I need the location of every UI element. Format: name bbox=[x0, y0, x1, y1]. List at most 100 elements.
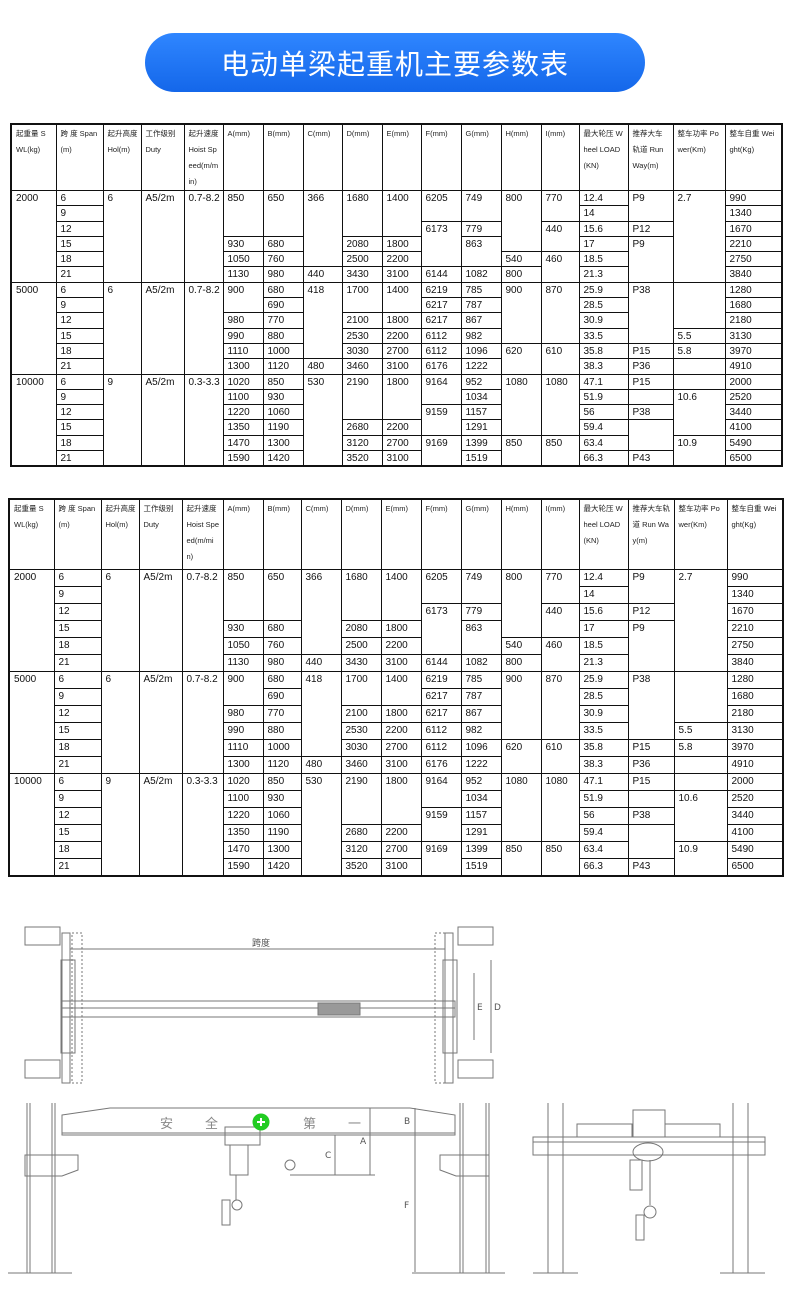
cell-c: 366 bbox=[302, 189, 343, 268]
table-row: 5000 6 6 A5/2m 0.7-8.2 900 680 418 1700 1400 6219 7… bbox=[8, 671, 784, 774]
cell-runway: P9 bbox=[627, 569, 675, 604]
cell-b: 930 bbox=[262, 388, 304, 406]
cell-wheel-load: 56 bbox=[578, 404, 629, 421]
cell-i: 1080 bbox=[540, 773, 580, 842]
table-row: 21 1590 1420 3520 3100 1519 66.3 P43 6500 bbox=[9, 858, 784, 877]
cell-g: 779 bbox=[460, 603, 502, 621]
cell-wheel-load: 47.1 bbox=[578, 373, 629, 390]
cell-weight: 4100 bbox=[726, 824, 784, 842]
cell-f: 6144 bbox=[420, 654, 462, 672]
cell-wheel-load: 21.3 bbox=[578, 266, 629, 283]
cell-weight: 4100 bbox=[724, 419, 783, 436]
header-g: G(mm) bbox=[460, 123, 502, 191]
cell-wheel-load: 66.3 bbox=[578, 450, 629, 467]
cell-wheel-load: 14 bbox=[578, 586, 629, 604]
cell-span: 18 bbox=[55, 434, 104, 452]
cell-f: 9164 bbox=[420, 373, 462, 406]
cell-swl: 10000 bbox=[10, 373, 57, 467]
cell-weight: 1340 bbox=[726, 586, 784, 604]
cell-hol: 6 bbox=[100, 569, 140, 672]
cell-i: 870 bbox=[540, 671, 580, 740]
header-f: F(mm) bbox=[420, 123, 462, 191]
cell-g: 1222 bbox=[460, 358, 502, 375]
cell-f: 6173 bbox=[420, 220, 462, 268]
cell-weight: 3970 bbox=[724, 342, 783, 360]
cell-span: 15 bbox=[53, 722, 102, 740]
cell-speed: 0.3-3.3 bbox=[181, 773, 224, 877]
header-d: D(mm) bbox=[341, 123, 383, 191]
cell-swl: 5000 bbox=[10, 281, 57, 375]
cell-power: 5.5 bbox=[673, 722, 728, 740]
cell-weight: 990 bbox=[724, 189, 783, 207]
cell-d: 3030 bbox=[341, 342, 383, 360]
cell-wheel-load: 15.6 bbox=[578, 220, 629, 237]
cell-weight: 3440 bbox=[726, 807, 784, 825]
cell-span: 21 bbox=[55, 450, 104, 467]
cell-d: 2500 bbox=[341, 251, 383, 268]
cell-i: 610 bbox=[540, 739, 580, 774]
cell-b: 1120 bbox=[262, 756, 302, 774]
cell-wheel-load: 35.8 bbox=[578, 739, 629, 757]
cell-d: 1700 bbox=[341, 281, 383, 314]
cell-a: 850 bbox=[222, 190, 264, 237]
cell-f: 9164 bbox=[420, 773, 462, 808]
header-g: G(mm) bbox=[460, 498, 502, 570]
table-row: 5000 6 6 A5/2m 0.7-8.2 900 680 418 1700 1400 6219 7… bbox=[10, 281, 783, 375]
cell-power: 5.5 bbox=[672, 327, 726, 344]
cell-duty: A5/2m bbox=[138, 671, 183, 774]
cell-b: 1300 bbox=[262, 841, 302, 859]
cell-power: 10.6 bbox=[672, 388, 726, 436]
cell-wheel-load: 33.5 bbox=[578, 327, 629, 344]
cell-wheel-load: 21.3 bbox=[578, 654, 629, 672]
cell-span: 12 bbox=[53, 807, 102, 825]
cell-runway: P43 bbox=[627, 450, 674, 467]
table-row: 10000 6 9 A5/2m 0.3-3.3 1020 850 530 2190 1800 916… bbox=[8, 773, 784, 877]
cell-duty: A5/2m bbox=[138, 773, 183, 877]
cell-runway bbox=[627, 419, 674, 452]
cell-duty: A5/2m bbox=[138, 569, 183, 672]
cell-wheel-load: 63.4 bbox=[578, 434, 629, 452]
cell-e: 2200 bbox=[381, 251, 422, 268]
cell-a: 990 bbox=[222, 722, 264, 740]
cell-h: 540 bbox=[500, 251, 542, 268]
cell-span: 18 bbox=[53, 739, 102, 757]
cell-wheel-load: 35.8 bbox=[578, 342, 629, 360]
cell-swl: 2000 bbox=[10, 190, 57, 283]
header-speed: 起升速度 Hoist Speed(m/min) bbox=[183, 123, 224, 191]
cell-span: 6 bbox=[55, 373, 104, 390]
cell-weight: 2210 bbox=[726, 620, 784, 638]
cell-span: 6 bbox=[53, 671, 102, 689]
cell-a: 1300 bbox=[222, 756, 264, 774]
cell-f: 6217 bbox=[420, 705, 462, 723]
cell-f: 6217 bbox=[420, 297, 462, 314]
cell-span: 9 bbox=[53, 688, 102, 706]
cell-wheel-load: 28.5 bbox=[578, 297, 629, 314]
cell-span: 12 bbox=[55, 404, 104, 421]
table-row: 2000 6 6 A5/2m 0.7-8.2 850 650 366 1680 1400 6205 7… bbox=[10, 189, 783, 283]
cell-weight: 2520 bbox=[724, 388, 783, 406]
cell-weight: 5490 bbox=[726, 841, 784, 859]
cell-span: 21 bbox=[53, 756, 102, 774]
cell-duty: A5/2m bbox=[140, 190, 185, 283]
cell-e: 1400 bbox=[380, 671, 422, 706]
span-label: 跨度 bbox=[252, 937, 270, 949]
cell-d: 2190 bbox=[341, 373, 383, 421]
cell-weight: 990 bbox=[726, 569, 784, 587]
cell-a: 1100 bbox=[222, 388, 264, 406]
table-row: 18 1050 760 2500 2200 540 460 18.5 2750 bbox=[9, 637, 784, 672]
table-row: 18 1470 1300 3120 2700 9169 1399 850 850 63.4 10.9… bbox=[11, 434, 783, 467]
cell-g: 785 bbox=[460, 671, 502, 689]
cell-a: 930 bbox=[222, 620, 264, 638]
cell-span: 18 bbox=[55, 251, 104, 268]
table-row: 18 1050 760 2500 2200 540 460 18.5 2750 bbox=[11, 251, 783, 283]
cell-b: 650 bbox=[262, 569, 302, 621]
cell-speed: 0.7-8.2 bbox=[181, 671, 224, 774]
cell-a: 900 bbox=[222, 671, 264, 706]
cell-i: 460 bbox=[540, 637, 580, 672]
cell-e: 3100 bbox=[380, 654, 422, 672]
cell-f: 6205 bbox=[420, 569, 462, 604]
cell-h: 800 bbox=[500, 189, 542, 253]
cell-e: 3100 bbox=[380, 858, 422, 877]
cell-wheel-load: 14 bbox=[578, 205, 629, 222]
cell-g: 867 bbox=[460, 705, 502, 723]
